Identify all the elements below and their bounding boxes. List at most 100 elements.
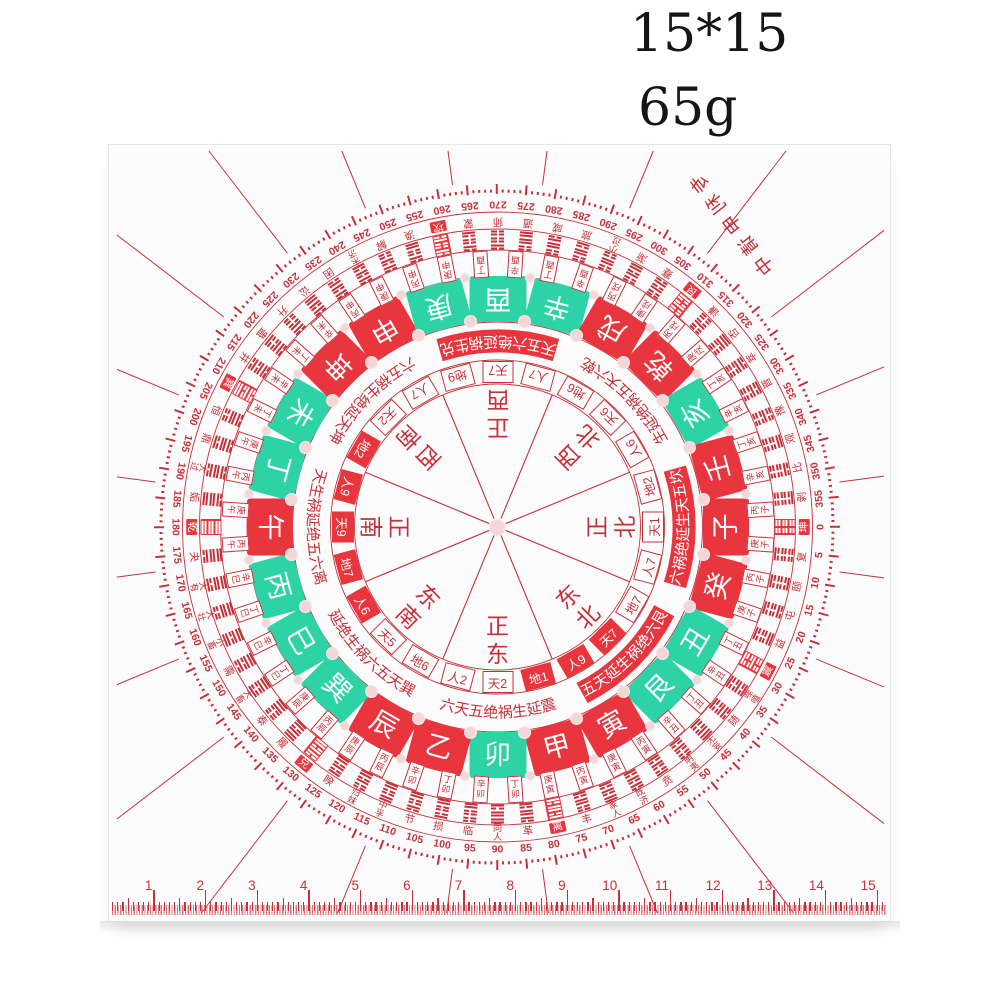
ruler-tick	[344, 901, 346, 911]
ruler-number: 15	[860, 878, 876, 893]
ruler-tick	[535, 901, 537, 911]
ruler-tick	[432, 901, 434, 911]
ruler-tick	[618, 890, 620, 911]
ruler-number: 9	[558, 878, 566, 893]
ruler-tick	[303, 901, 305, 911]
rivet-dot	[299, 599, 313, 613]
ruler-tick	[804, 901, 806, 911]
ruler-tick	[571, 901, 574, 911]
rivet-dot	[724, 425, 735, 436]
ruler-tick	[824, 890, 827, 911]
ruler-tick	[525, 901, 527, 911]
rivet-dot	[243, 554, 254, 565]
ruler-tick	[783, 901, 785, 911]
ruler-tick	[468, 901, 470, 911]
rivet-dot	[243, 489, 254, 500]
ruler-number: 10	[602, 878, 618, 893]
ruler-tick	[664, 901, 667, 911]
ruler-tick	[174, 901, 176, 911]
ruler-tick	[122, 901, 124, 911]
rivet-dot	[459, 273, 470, 284]
rivet-dot	[741, 554, 752, 565]
rivet-dot	[655, 646, 669, 660]
weight-label: 65g	[638, 78, 738, 138]
ruler-tick	[499, 901, 501, 911]
ruler-tick	[220, 901, 222, 911]
ruler-tick	[737, 901, 739, 911]
rivet-dot	[518, 314, 532, 328]
ruler-tick	[514, 890, 517, 911]
rivet-dot	[339, 322, 350, 333]
ruler-tick	[850, 898, 853, 911]
ruler-tick	[644, 898, 646, 911]
rivet-dot	[326, 394, 340, 408]
rivet-dot	[518, 726, 532, 740]
ruler-tick	[463, 890, 465, 911]
ruler-tick	[556, 901, 558, 911]
ruler-tick	[261, 901, 264, 911]
ruler-tick	[230, 898, 233, 911]
ruler-tick	[638, 901, 641, 911]
ruler-tick	[840, 901, 842, 911]
rivet-dot	[724, 618, 735, 629]
ruler-number: 6	[403, 878, 411, 893]
ruler-tick	[520, 901, 522, 911]
ruler-number: 12	[705, 878, 721, 893]
ruler-tick	[762, 901, 765, 911]
rivet-dot	[682, 599, 696, 613]
ruler-tick	[695, 898, 698, 911]
ruler-tick	[442, 901, 444, 911]
yuanlong-number-cell: 天2	[482, 671, 513, 693]
ruler-tick	[540, 898, 543, 911]
rivet-dot	[463, 726, 477, 740]
ruler-tick	[799, 898, 801, 911]
ruler-tick	[143, 901, 145, 911]
ruler-tick	[189, 901, 191, 911]
mountain-cell: 卯	[469, 732, 526, 778]
ruler-tick	[576, 901, 579, 911]
ruler-tick	[380, 901, 382, 911]
rivet-dot	[411, 328, 425, 342]
ruler-tick	[137, 901, 140, 911]
ruler-tick	[659, 901, 661, 911]
rivet-dot	[617, 355, 631, 369]
ruler-tick	[406, 901, 408, 911]
ruler-tick	[360, 890, 362, 911]
ruler-tick	[199, 901, 202, 911]
ruler-tick	[530, 901, 532, 911]
rivet-dot	[339, 721, 350, 732]
ruler-fringe	[112, 905, 886, 915]
ruler-tick	[669, 890, 672, 911]
ruler-tick	[566, 890, 568, 911]
ruler-tick	[117, 901, 119, 911]
ruler-tick	[158, 901, 160, 911]
ruler-tick	[814, 901, 816, 911]
ruler-tick	[112, 901, 114, 911]
ruler-tick	[830, 901, 832, 911]
rivet-dot	[588, 290, 599, 301]
ruler-tick	[401, 901, 403, 911]
ruler-tick	[473, 901, 475, 911]
ruler-tick	[251, 901, 253, 911]
ruler-tick	[127, 898, 129, 911]
ruler-tick	[256, 890, 258, 911]
ruler-tick	[881, 901, 884, 911]
ruler-tick	[437, 898, 439, 911]
ruler-tick	[545, 901, 548, 911]
ruler-tick	[866, 901, 868, 911]
ruler-tick	[236, 901, 238, 911]
ruler-number: 7	[454, 878, 463, 893]
ruler-tick	[390, 901, 393, 911]
ruler-tick	[421, 901, 424, 911]
ruler-tick	[277, 901, 279, 911]
hexagram-name-cell: 同人	[492, 822, 502, 842]
rivet-dot	[655, 394, 669, 408]
rivet-dot	[459, 770, 470, 781]
rivet-dot	[741, 489, 752, 500]
ruler-tick	[819, 901, 822, 911]
ruler-tick	[685, 901, 687, 911]
rivet-dot	[260, 618, 271, 629]
ruler-number: 13	[757, 878, 773, 893]
rivet-dot	[696, 493, 710, 507]
